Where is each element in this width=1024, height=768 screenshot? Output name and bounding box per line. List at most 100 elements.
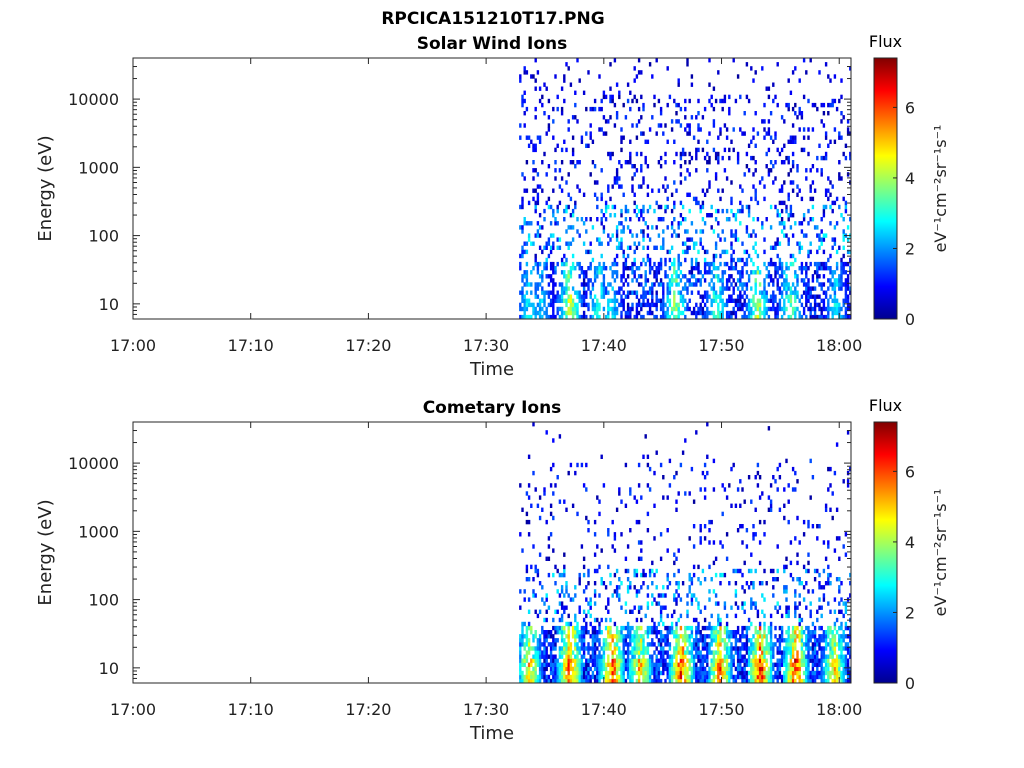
flux-cell: [642, 568, 645, 574]
flux-cell: [574, 642, 577, 647]
flux-cell: [769, 638, 773, 643]
flux-cell: [593, 164, 597, 169]
flux-cell: [780, 638, 784, 643]
flux-cell: [703, 617, 707, 623]
flux-cell: [675, 233, 678, 238]
flux-cell: [637, 298, 641, 303]
flux-cell: [730, 294, 733, 299]
flux-cell: [593, 666, 597, 672]
flux-cell: [620, 670, 623, 676]
flux-cell: [576, 634, 579, 639]
flux-cell: [527, 314, 531, 320]
flux-cell: [809, 674, 812, 680]
flux-cell: [563, 650, 566, 655]
flux-cell: [633, 666, 636, 672]
flux-cell: [611, 650, 614, 655]
flux-cell: [752, 650, 755, 655]
flux-cell: [558, 245, 562, 250]
flux-cell: [521, 225, 524, 230]
flux-cell: [761, 662, 764, 667]
flux-cell: [725, 666, 729, 672]
flux-cell: [824, 294, 828, 299]
flux-cell: [558, 662, 562, 667]
flux-cell: [827, 298, 830, 303]
flux-cell: [563, 270, 566, 275]
flux-cell: [569, 294, 573, 299]
flux-cell: [662, 621, 665, 627]
flux-cell: [767, 147, 771, 153]
flux-cell: [690, 666, 694, 672]
flux-cell: [574, 674, 577, 680]
flux-cell: [831, 184, 834, 189]
flux-cell: [725, 625, 729, 631]
flux-cell: [576, 625, 579, 631]
flux-cell: [846, 650, 850, 655]
flux-cell: [681, 286, 685, 291]
flux-cell: [778, 650, 782, 655]
flux-cell: [567, 127, 570, 132]
flux-cell: [798, 310, 801, 316]
flux-cell: [774, 131, 777, 136]
flux-cell: [723, 572, 727, 578]
flux-cell: [563, 253, 566, 259]
flux-cell: [747, 98, 751, 104]
flux-cell: [653, 666, 656, 672]
flux-cell: [547, 196, 551, 202]
flux-cell: [747, 208, 751, 214]
flux-cell: [681, 670, 685, 676]
flux-cell: [543, 208, 546, 214]
flux-cell: [521, 290, 524, 295]
flux-cell: [697, 646, 700, 651]
flux-cell: [585, 621, 588, 627]
flux-cell: [736, 278, 740, 283]
flux-cell: [794, 670, 797, 676]
flux-cell: [653, 314, 656, 320]
flux-cell: [547, 634, 551, 639]
flux-cell: [688, 491, 691, 496]
flux-cell: [525, 249, 529, 255]
flux-cell: [796, 192, 799, 197]
flux-cell: [708, 519, 711, 525]
flux-cell: [596, 302, 599, 308]
flux-cell: [778, 302, 782, 308]
flux-cell: [635, 499, 639, 504]
flux-cell: [712, 625, 716, 631]
flux-cell: [747, 143, 751, 148]
flux-cell: [750, 650, 753, 655]
flux-cell: [626, 621, 630, 627]
flux-cell: [776, 544, 779, 549]
flux-cell: [813, 646, 817, 651]
flux-cell: [822, 568, 826, 574]
flux-cell: [527, 135, 531, 140]
flux-cell: [763, 532, 766, 537]
flux-cell: [752, 670, 755, 676]
flux-cell: [670, 625, 674, 631]
flux-cell: [791, 188, 795, 193]
flux-cell: [697, 605, 700, 610]
flux-cell: [827, 278, 830, 283]
flux-cell: [629, 528, 632, 533]
flux-cell: [686, 286, 689, 291]
flux-cell: [769, 160, 773, 165]
flux-cell: [582, 634, 586, 639]
flux-cell: [741, 257, 744, 263]
flux-cell: [798, 666, 801, 672]
flux-cell: [827, 630, 830, 635]
flux-cell: [785, 605, 788, 610]
flux-cell: [785, 261, 788, 267]
flux-cell: [769, 294, 773, 299]
flux-cell: [805, 634, 808, 639]
flux-cell: [525, 577, 529, 582]
flux-cell: [710, 261, 713, 267]
flux-cell: [849, 131, 852, 136]
flux-cell: [730, 208, 733, 214]
flux-cell: [646, 483, 650, 488]
flux-cell: [618, 90, 621, 95]
flux-cell: [846, 642, 850, 647]
flux-cell: [794, 294, 797, 299]
flux-cell: [659, 462, 663, 468]
flux-cell: [536, 200, 540, 206]
flux-cell: [618, 630, 621, 635]
flux-cell: [563, 274, 566, 279]
flux-cell: [640, 634, 643, 639]
